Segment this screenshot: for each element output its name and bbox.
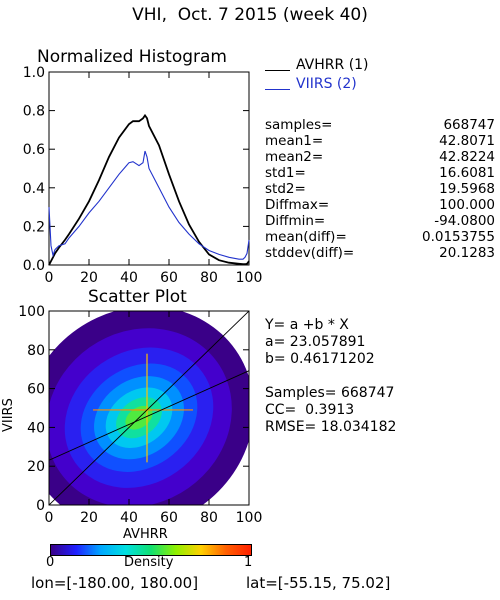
histogram-ytick-label: 0.2 — [23, 219, 45, 235]
scatter-xtick-label: 40 — [120, 510, 138, 526]
scatter-xtick-label: 80 — [200, 510, 218, 526]
stat-label: samples= — [265, 117, 333, 133]
stat-value: -94.0800 — [434, 213, 495, 229]
regression-cc: CC= 0.3913 — [265, 402, 355, 418]
scatter-ytick-label: 0 — [36, 498, 45, 514]
scatter-xtick-label: 20 — [80, 510, 98, 526]
legend-line-viirs — [265, 89, 290, 90]
scatter-xtick-label: 100 — [236, 510, 263, 526]
histogram-frame — [48, 71, 250, 266]
scatter-xtick-label: 0 — [45, 510, 54, 526]
stat-label: Diffmax= — [265, 197, 330, 213]
stat-row: Diffmax= 100.000 — [265, 197, 495, 213]
colorbar — [50, 544, 252, 556]
stat-row: mean(diff)= 0.0153755 — [265, 229, 495, 245]
scatter-ytick-label: 80 — [27, 343, 45, 359]
stat-value: 0.0153755 — [421, 229, 495, 245]
scatter-xtick-label: 60 — [160, 510, 178, 526]
stat-label: std1= — [265, 165, 306, 181]
stat-value: 42.8224 — [439, 149, 495, 165]
legend-label-viirs: VIIRS (2) — [296, 76, 357, 92]
colorbar-label: Density — [124, 555, 174, 570]
stat-row: stddev(diff)= 20.1283 — [265, 245, 495, 261]
stat-value: 668747 — [443, 117, 495, 133]
scatter-ylabel: VIIRS — [1, 398, 16, 432]
legend-line-avhrr — [265, 70, 290, 71]
stat-label: mean(diff)= — [265, 229, 347, 245]
page-title: VHI, Oct. 7 2015 (week 40) — [132, 5, 368, 25]
stat-label: stddev(diff)= — [265, 245, 355, 261]
scatter-title: Scatter Plot — [88, 287, 187, 307]
histogram-xtick-label: 100 — [236, 270, 263, 286]
colorbar-max-label: 1 — [244, 555, 253, 570]
legend-label-avhrr: AVHRR (1) — [296, 57, 369, 73]
histogram-xtick-label: 0 — [45, 270, 54, 286]
histogram-ytick-label: 0.6 — [23, 142, 45, 158]
regression-b: b= 0.46171202 — [265, 351, 375, 367]
scatter-ytick-label: 40 — [27, 420, 45, 436]
colorbar-min-label: 0 — [46, 555, 55, 570]
scatter-ytick-label: 60 — [27, 382, 45, 398]
stat-value: 100.000 — [439, 197, 495, 213]
scatter-density-layer — [49, 311, 249, 505]
histogram-title: Normalized Histogram — [37, 47, 227, 67]
stat-label: mean1= — [265, 133, 324, 149]
histogram-xtick-label: 40 — [120, 270, 138, 286]
histogram-series-line — [48, 150, 250, 260]
stat-value: 42.8071 — [439, 133, 495, 149]
footer-lon: lon=[-180.00, 180.00] — [31, 574, 199, 592]
histogram-xtick-label: 60 — [160, 270, 178, 286]
stat-label: Diffmin= — [265, 213, 326, 229]
stat-value: 16.6081 — [439, 165, 495, 181]
scatter-frame — [48, 310, 250, 506]
histogram-ytick-label: 0.4 — [23, 181, 45, 197]
stat-row: samples= 668747 — [265, 117, 495, 133]
stat-label: mean2= — [265, 149, 324, 165]
stat-row: std1= 16.6081 — [265, 165, 495, 181]
scatter-xlabel: AVHRR — [123, 527, 168, 542]
histogram-xtick-label: 80 — [200, 270, 218, 286]
histogram-xtick-label: 20 — [80, 270, 98, 286]
regression-rmse: RMSE= 18.034182 — [265, 419, 397, 435]
histogram-ytick-label: 0.0 — [23, 258, 45, 274]
regression-a: a= 23.057891 — [265, 334, 366, 350]
scatter-identity-line — [49, 311, 249, 505]
scatter-ytick-label: 20 — [27, 459, 45, 475]
regression-samples: Samples= 668747 — [265, 385, 395, 401]
regression-equation: Y= a +b * X — [265, 317, 349, 333]
stat-value: 20.1283 — [439, 245, 495, 261]
histogram-ytick-label: 0.8 — [23, 104, 45, 120]
scatter-fit-line — [49, 370, 249, 461]
histogram-ytick-label: 1.0 — [23, 65, 45, 81]
scatter-ytick-label: 100 — [18, 304, 45, 320]
stat-row: std2= 19.5968 — [265, 181, 495, 197]
stat-value: 19.5968 — [439, 181, 495, 197]
stat-row: mean1= 42.8071 — [265, 133, 495, 149]
footer-lat: lat=[-55.15, 75.02] — [246, 574, 391, 592]
histogram-series-line — [48, 113, 250, 266]
stat-row: mean2= 42.8224 — [265, 149, 495, 165]
stat-label: std2= — [265, 181, 306, 197]
stat-row: Diffmin= -94.0800 — [265, 213, 495, 229]
